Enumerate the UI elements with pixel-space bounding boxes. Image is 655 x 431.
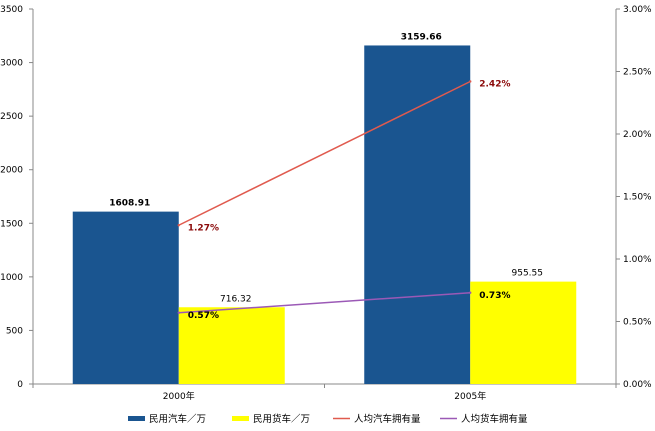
bar-data-label: 716.32 [220, 294, 252, 304]
left-tick-label: 1500 [0, 219, 23, 229]
right-tick-label: 2.50% [623, 68, 652, 78]
bar-data-label: 1608.91 [109, 199, 150, 209]
bar-data-label: 3159.66 [401, 32, 442, 42]
x-category-label: 2005年 [454, 390, 486, 402]
right-tick-label: 2.00% [623, 130, 652, 140]
left-tick-label: 1000 [0, 273, 23, 283]
series-line [178, 292, 471, 314]
left-tick-label: 500 [6, 326, 23, 336]
bar-data-label: 955.55 [512, 269, 544, 279]
legend-label: 人均汽车拥有量 [354, 413, 421, 425]
line-point [177, 224, 180, 227]
series-line [178, 80, 471, 226]
legend-swatch [128, 416, 145, 421]
right-tick-label: 3.00% [623, 5, 652, 15]
left-tick-label: 3000 [0, 59, 23, 69]
line-data-label: 1.27% [188, 223, 219, 233]
line-point [469, 80, 472, 83]
line-data-label: 2.42% [479, 80, 510, 90]
legend-label: 人均货车拥有量 [461, 413, 528, 425]
bar [178, 307, 285, 384]
right-tick-label: 0.50% [623, 318, 652, 328]
bar [364, 45, 471, 385]
line-data-label: 0.73% [479, 291, 510, 301]
right-tick-label: 1.50% [623, 193, 652, 203]
legend-label: 民用汽车／万 [149, 413, 206, 425]
left-tick-label: 0 [17, 380, 23, 390]
bar [470, 281, 577, 384]
left-tick-label: 2500 [0, 112, 23, 122]
line-data-label: 0.57% [188, 311, 219, 321]
right-tick-label: 0.00% [623, 380, 652, 390]
legend-swatch [232, 416, 249, 421]
legend-label: 民用货车／万 [253, 413, 310, 425]
left-tick-label: 3500 [0, 5, 23, 15]
line-point [469, 291, 472, 294]
bar [72, 211, 179, 384]
left-tick-label: 2000 [0, 166, 23, 176]
right-tick-label: 1.00% [623, 255, 652, 265]
x-category-label: 2000年 [163, 390, 195, 402]
line-point [177, 311, 180, 314]
